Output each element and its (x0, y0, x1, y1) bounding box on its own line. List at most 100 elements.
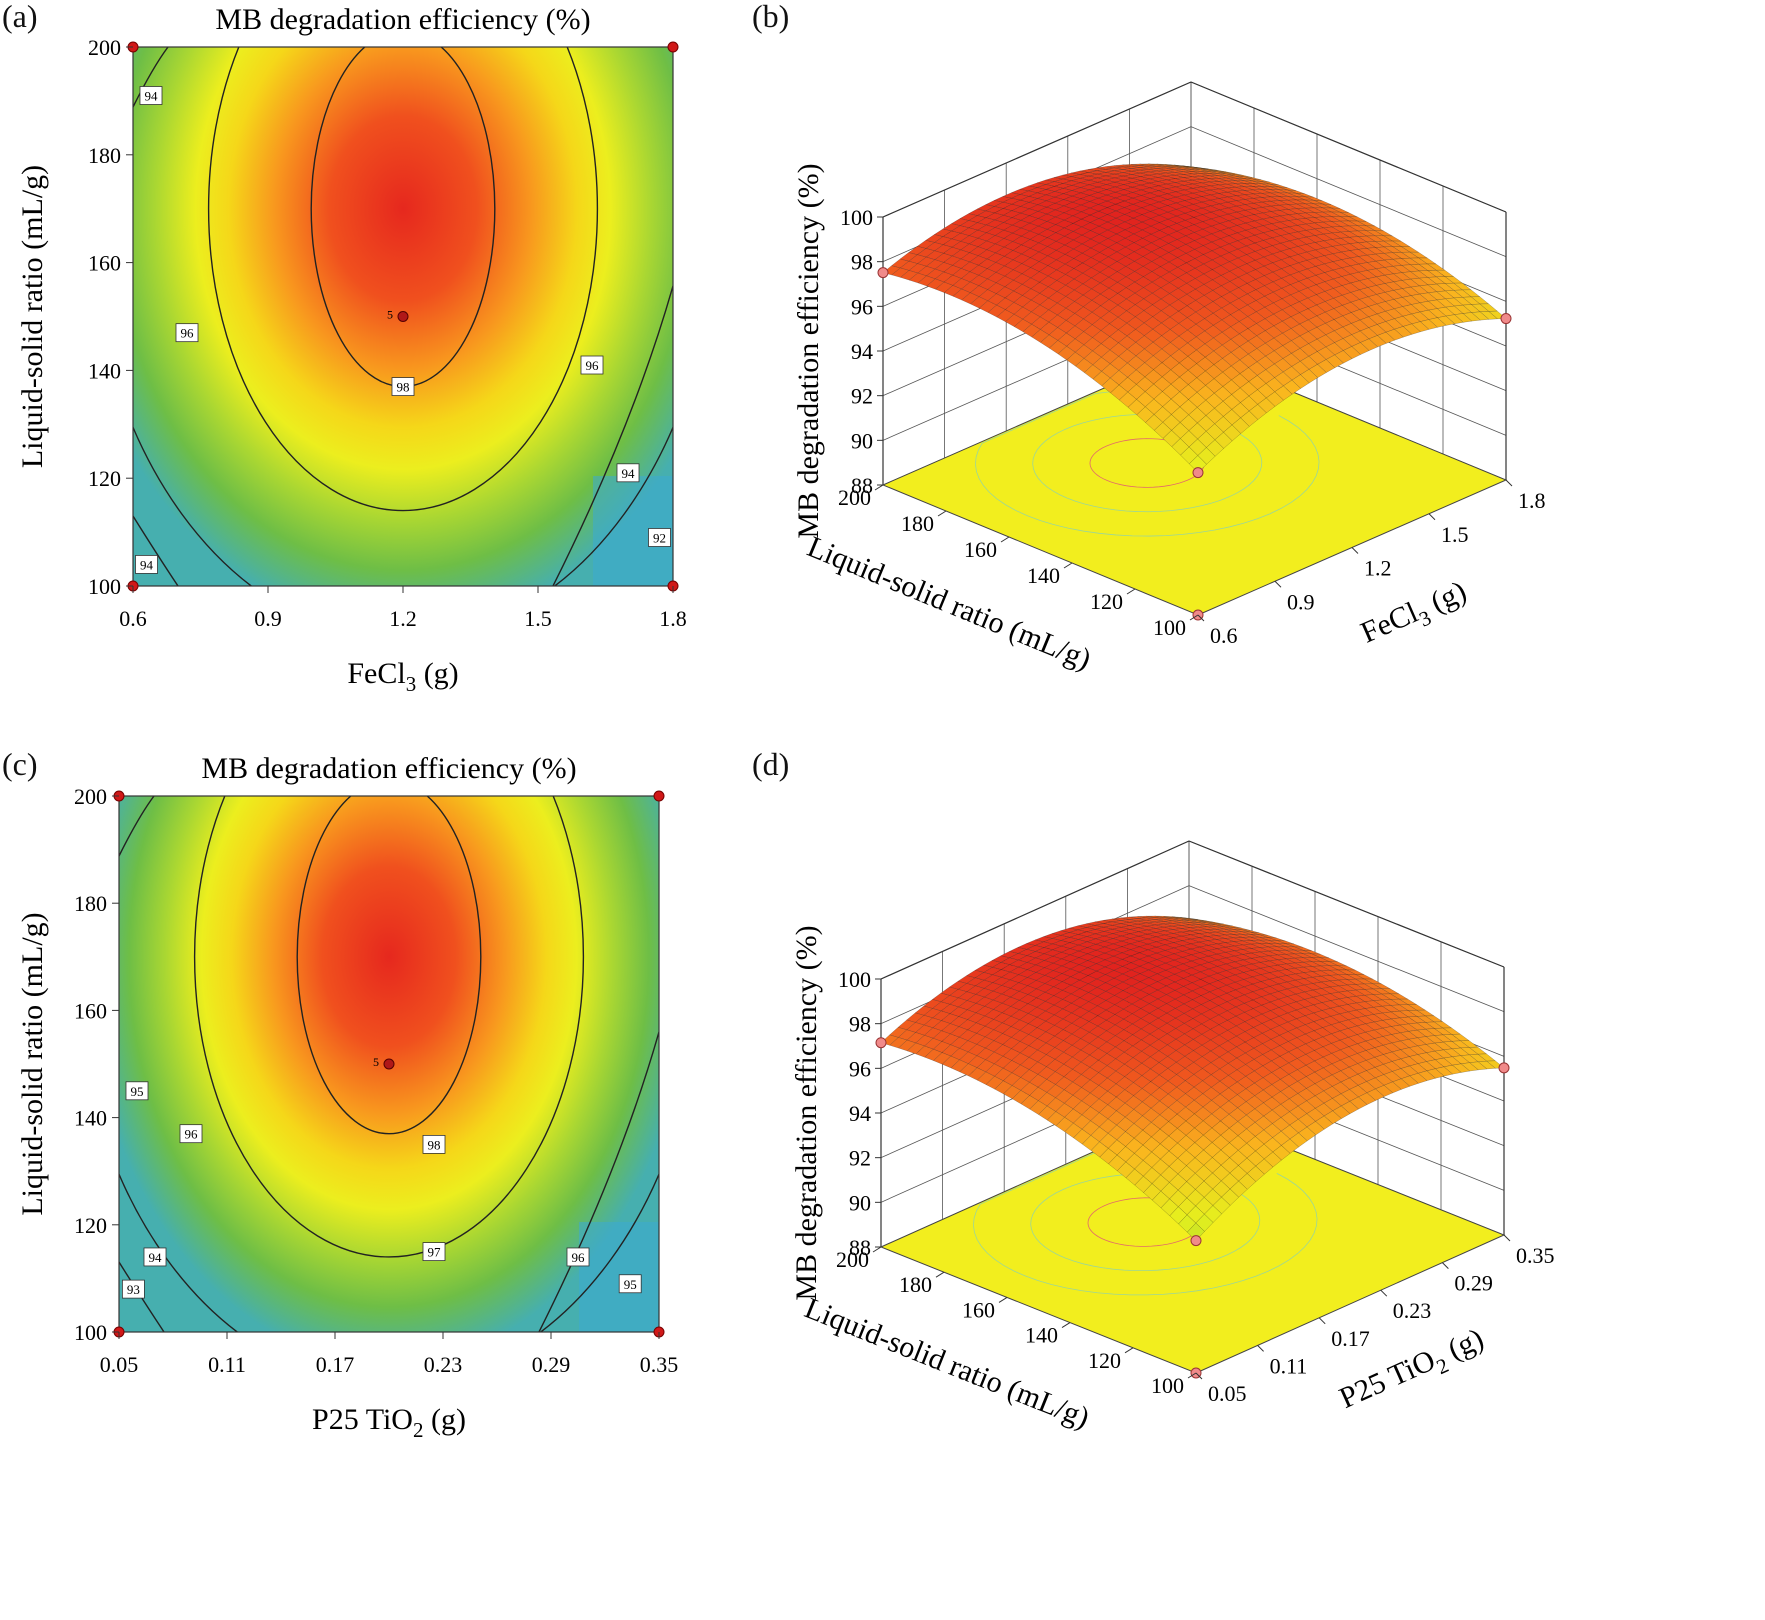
x-tick-label: 0.35 (640, 1352, 679, 1377)
x-tick (1428, 513, 1436, 521)
y-tick-label: 160 (74, 998, 107, 1023)
center-point-label: 5 (387, 308, 393, 322)
x-axis-label: FeCl3 (g) (347, 657, 458, 696)
panel-label-b: (b) (752, 0, 790, 34)
z-tick-label: 88 (851, 473, 873, 498)
x-tick-label: 1.8 (1518, 488, 1546, 513)
plot-frame (118, 795, 660, 1333)
x-tick-label: 0.05 (100, 1352, 139, 1377)
surface-chart-d: 88 90 92 94 96 98 100 MB degradation efficiency… (790, 840, 1555, 1435)
x-tick-label: 0.35 (1516, 1243, 1555, 1268)
y-tick-label: 180 (88, 143, 121, 168)
contour-label: 98 (397, 380, 410, 395)
y-tick (1063, 562, 1073, 569)
design-point (1500, 313, 1512, 325)
center-point (383, 1058, 395, 1070)
panel-label-d: (d) (752, 746, 790, 782)
z-tick-label: 92 (849, 1146, 871, 1171)
center-point (397, 311, 409, 322)
contour-label-box (616, 463, 640, 483)
x-tick-label: 0.17 (316, 1352, 355, 1377)
z-tick-label: 90 (849, 1190, 871, 1215)
y-tick-label: 120 (1090, 589, 1123, 614)
contour-line (552, 285, 673, 586)
x-tick-label: 0.11 (1270, 1353, 1308, 1378)
chart-title: MB degradation efficiency (%) (215, 3, 590, 36)
z-tick-label: 96 (851, 294, 873, 319)
contour-label-box (618, 1274, 642, 1294)
contour-label: 94 (149, 1250, 163, 1265)
z-tick-label: 90 (851, 428, 873, 453)
z-tick-label: 98 (849, 1012, 871, 1037)
x-tick-label: 1.5 (1441, 522, 1469, 547)
contour-label: 96 (181, 326, 195, 341)
floor-contour (1032, 413, 1263, 513)
y-tick-label: 140 (74, 1106, 107, 1131)
x-tick (1380, 1289, 1388, 1297)
x-tick (1274, 580, 1282, 588)
center-point-label: 5 (373, 1055, 379, 1069)
y-tick-label: 200 (836, 1247, 869, 1272)
contour-label-box (648, 528, 671, 547)
y-tick-label: 160 (88, 251, 121, 276)
y-tick-label: 100 (1151, 1373, 1184, 1398)
contour-line (133, 515, 179, 586)
x-tick-label: 0.29 (532, 1352, 571, 1377)
y-tick-label: 200 (74, 784, 107, 809)
contour-label-box (580, 355, 604, 375)
y-tick-label: 120 (1088, 1348, 1121, 1373)
y-tick (1126, 588, 1136, 595)
x-axis-label: P25 TiO2 (g) (312, 1403, 466, 1442)
chart-title: MB degradation efficiency (%) (201, 752, 576, 785)
x-tick (1195, 1372, 1203, 1380)
contour-label-box (422, 1242, 446, 1262)
z-tick-label: 88 (849, 1235, 871, 1260)
x-tick-label: 0.23 (424, 1352, 463, 1377)
contour-label: 95 (624, 1277, 637, 1292)
y-axis-label: Liquid-solid ratio (mL/g) (16, 912, 49, 1215)
x-axis-label: FeCl3 (g) (1356, 575, 1474, 655)
y-tick-label: 140 (1027, 563, 1060, 588)
y-tick (872, 1246, 882, 1253)
x-tick-label: 0.6 (1210, 623, 1238, 648)
x-tick-label: 0.6 (119, 606, 147, 631)
contour-label: 95 (131, 1084, 144, 1099)
design-point (653, 790, 665, 802)
y-tick-label: 120 (88, 466, 121, 491)
x-tick-label: 0.29 (1454, 1271, 1493, 1296)
x-tick-label: 1.5 (524, 606, 552, 631)
x-tick (1505, 479, 1513, 487)
x-tick-label: 0.05 (1208, 1381, 1247, 1406)
x-tick-label: 0.9 (254, 606, 282, 631)
floor-contour (1030, 1173, 1261, 1272)
design-point (1498, 1062, 1510, 1074)
panel-label-a: (a) (2, 0, 38, 34)
y-tick-label: 100 (1153, 615, 1186, 640)
contour-label-box (135, 555, 158, 574)
y-tick-label: 160 (962, 1297, 995, 1322)
design-point (1190, 1235, 1202, 1247)
contour-label-box (566, 1247, 590, 1267)
response-surface (882, 163, 1507, 473)
y-tick (1189, 614, 1199, 621)
y-tick-label: 180 (899, 1272, 932, 1297)
x-tick (1442, 1262, 1449, 1269)
y-axis-label: Liquid-solid ratio (mL/g) (16, 165, 49, 468)
design-point (667, 41, 679, 53)
contour-line (193, 796, 585, 1258)
x-tick-label: 0.17 (1331, 1326, 1370, 1351)
surface-chart-b: 88 90 92 94 96 98 100 MB degradation efficiency… (792, 81, 1546, 676)
y-tick (998, 1296, 1008, 1303)
z-tick-label: 100 (838, 967, 871, 992)
y-tick-label: 200 (838, 485, 871, 510)
z-tick-label: 92 (851, 384, 873, 409)
y-tick-label: 100 (88, 574, 121, 599)
y-tick-label: 100 (74, 1320, 107, 1345)
contour-field (119, 796, 659, 1332)
x-tick (1503, 1234, 1511, 1242)
contour-line (207, 47, 599, 512)
y-tick (1000, 536, 1010, 543)
y-tick (874, 484, 884, 491)
contour-label: 96 (586, 358, 600, 373)
panel-label-c: (c) (2, 746, 38, 782)
